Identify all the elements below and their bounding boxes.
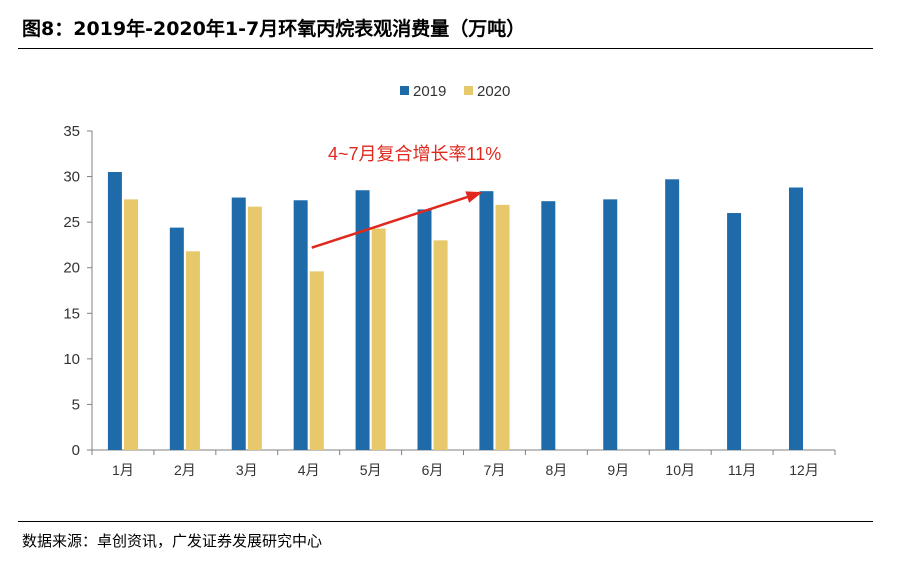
legend-label-2020: 2020 (477, 83, 510, 100)
annotation-arrow-line (311, 195, 468, 249)
x-tick-label: 4月 (298, 462, 320, 478)
chart-annotation: 4~7月复合增长率11% (311, 144, 501, 249)
bar-2020 (124, 199, 139, 450)
x-tick-label: 2月 (174, 462, 196, 478)
bar-2019 (603, 199, 618, 450)
annotation-arrow-head (465, 191, 483, 203)
x-tick-label: 12月 (789, 462, 819, 478)
x-tick-label: 1月 (112, 462, 134, 478)
x-tick-label: 5月 (360, 462, 382, 478)
bar-2019 (355, 190, 370, 450)
bar-2019 (107, 172, 122, 450)
y-tick-label: 35 (63, 123, 80, 140)
source-divider (18, 521, 873, 522)
y-tick-label: 25 (63, 214, 80, 231)
y-tick-label: 0 (72, 442, 80, 459)
legend-swatch-2019 (400, 86, 409, 95)
bar-2019 (293, 200, 308, 450)
legend-label-2019: 2019 (413, 83, 446, 100)
annotation-text: 4~7月复合增长率11% (328, 144, 501, 164)
y-tick-label: 5 (72, 396, 80, 413)
bar-2020 (247, 206, 262, 450)
bar-2020 (371, 228, 386, 450)
bar-2019 (727, 213, 742, 450)
y-tick-label: 20 (63, 260, 80, 277)
bar-2020 (495, 204, 510, 450)
bar-2019 (417, 209, 432, 450)
figure-source: 数据来源：卓创资讯，广发证券发展研究中心 (22, 532, 323, 550)
bar-2020 (185, 251, 200, 450)
x-tick-label: 7月 (484, 462, 506, 478)
chart-bars (107, 172, 803, 450)
bar-chart: 0 5 10 15 20 25 30 35 1月 2月 3月 4月 5月 6月 7月 8月 9月 10月 11月 12… (63, 83, 836, 478)
x-tick-label: 10月 (665, 462, 695, 478)
x-tick-label: 6月 (422, 462, 444, 478)
x-tick-label: 11月 (728, 462, 757, 478)
x-tick-label: 3月 (236, 462, 258, 478)
chart-legend: 2019 2020 (400, 83, 510, 100)
title-divider (18, 48, 873, 49)
bar-2020 (309, 271, 324, 450)
bar-2020 (433, 240, 448, 450)
bar-2019 (788, 187, 803, 450)
bar-2019 (541, 201, 556, 450)
y-tick-label: 10 (63, 351, 80, 368)
bar-2019 (169, 227, 184, 450)
bar-2019 (665, 179, 680, 450)
chart-axes: 0 5 10 15 20 25 30 35 1月 2月 3月 4月 5月 6月 7月 8月 9月 10月 11月 12… (63, 123, 836, 478)
bar-2019 (479, 191, 494, 450)
y-tick-label: 30 (63, 169, 80, 186)
figure-title: 图8：2019年-2020年1-7月环氧丙烷表观消费量（万吨） (22, 18, 526, 40)
x-tick-label: 8月 (545, 462, 567, 478)
bar-2019 (231, 197, 246, 450)
y-tick-label: 15 (63, 305, 80, 322)
x-tick-label: 9月 (607, 462, 629, 478)
legend-swatch-2020 (464, 86, 473, 95)
